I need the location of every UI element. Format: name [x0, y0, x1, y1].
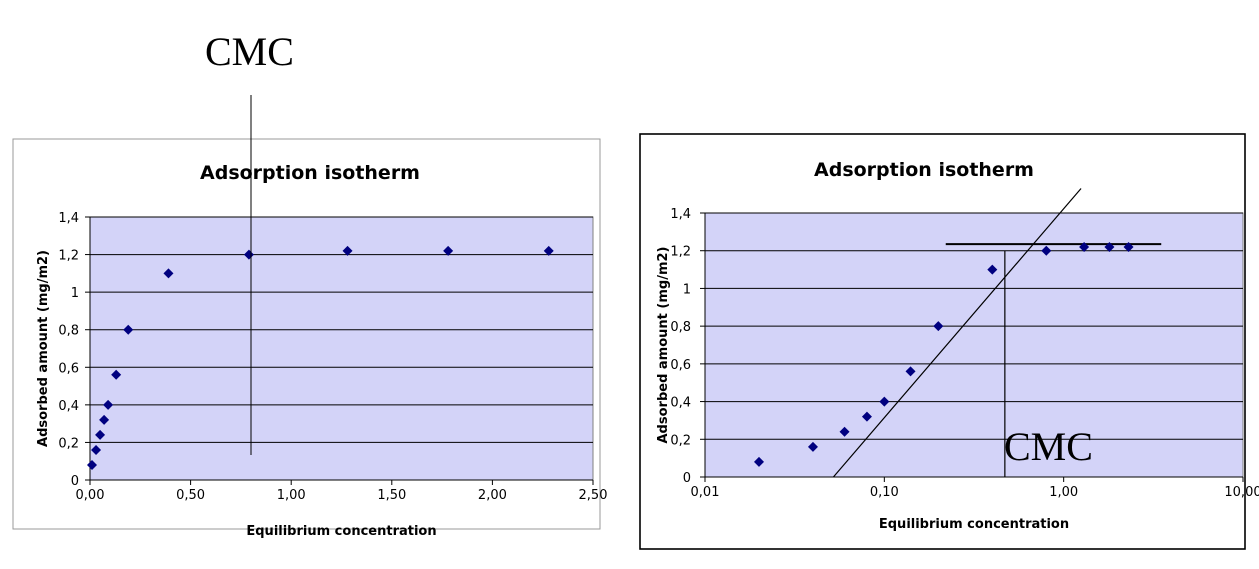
x-tick-label: 2,00	[478, 488, 507, 503]
x-tick-label: 1,00	[277, 488, 306, 503]
data-point	[123, 324, 134, 335]
y-tick-label: 1	[71, 286, 79, 301]
y-tick-label: 0,2	[58, 436, 79, 451]
data-point	[807, 441, 818, 452]
data-point	[111, 369, 122, 380]
x-tick-label: 1,00	[1049, 485, 1078, 500]
x-tick-label: 10,00	[1224, 485, 1259, 500]
cmc-annotation-inset: CMC	[1004, 424, 1093, 469]
chart-right-log: Adsorption isotherm 0 0,2 0,4 0,6 0,8 1 1,2 1,4 0…	[639, 133, 1259, 550]
data-point	[91, 444, 102, 455]
y-tick-label: 0,6	[670, 358, 691, 373]
y-tick-label: 0,4	[58, 399, 79, 414]
fit-line	[832, 188, 1082, 478]
x-tick-label: 2,50	[579, 488, 608, 503]
data-point	[905, 366, 916, 377]
data-point	[839, 426, 850, 437]
x-tick-label: 1,50	[377, 488, 406, 503]
cmc-annotation-top: CMC	[205, 29, 294, 74]
y-tick-label: 0	[71, 474, 79, 489]
data-point	[99, 414, 110, 425]
y-tick-label: 1,4	[58, 211, 79, 226]
y-tick-label: 0,8	[670, 320, 691, 335]
data-point	[933, 321, 944, 332]
chart-title: Adsorption isotherm	[200, 162, 420, 184]
x-tick-label: 0,10	[870, 485, 899, 500]
x-tick-label: 0,01	[691, 485, 720, 500]
data-point	[342, 245, 353, 256]
y-tick-label: 0,4	[670, 396, 691, 411]
data-point	[861, 411, 872, 422]
data-point	[987, 264, 998, 275]
data-point	[443, 245, 454, 256]
plot-area	[89, 216, 594, 481]
data-point	[103, 399, 114, 410]
data-point	[1079, 241, 1090, 252]
data-point	[163, 268, 174, 279]
y-tick-label: 0	[683, 471, 691, 486]
data-point	[1104, 241, 1115, 252]
data-point	[1041, 245, 1052, 256]
chart-title: Adsorption isotherm	[814, 159, 1034, 181]
x-axis-label: Equilibrium concentration	[879, 517, 1069, 532]
data-point	[879, 396, 890, 407]
data-point	[543, 245, 554, 256]
x-tick-label: 0,50	[176, 488, 205, 503]
y-tick-label: 1,4	[670, 207, 691, 222]
chart-left-linear: Adsorption isotherm 0 0,2 0,4 0,6 0,8 1 1,2 1,4 0…	[12, 138, 608, 539]
data-point	[1123, 241, 1134, 252]
y-tick-label: 0,2	[670, 433, 691, 448]
y-tick-label: 1,2	[670, 245, 691, 260]
data-point	[753, 456, 764, 467]
y-tick-label: 1	[683, 282, 691, 297]
plot-area	[704, 212, 1244, 478]
y-axis-label: Adsorbed amount (mg/m2)	[656, 247, 671, 444]
x-axis-label: Equilibrium concentration	[246, 524, 436, 539]
y-tick-label: 0,6	[58, 361, 79, 376]
y-tick-label: 0,8	[58, 324, 79, 339]
data-point	[87, 459, 98, 470]
x-tick-label: 0,00	[76, 488, 105, 503]
y-tick-label: 1,2	[58, 249, 79, 264]
data-point	[95, 429, 106, 440]
y-axis-label: Adsorbed amount (mg/m2)	[36, 250, 51, 447]
